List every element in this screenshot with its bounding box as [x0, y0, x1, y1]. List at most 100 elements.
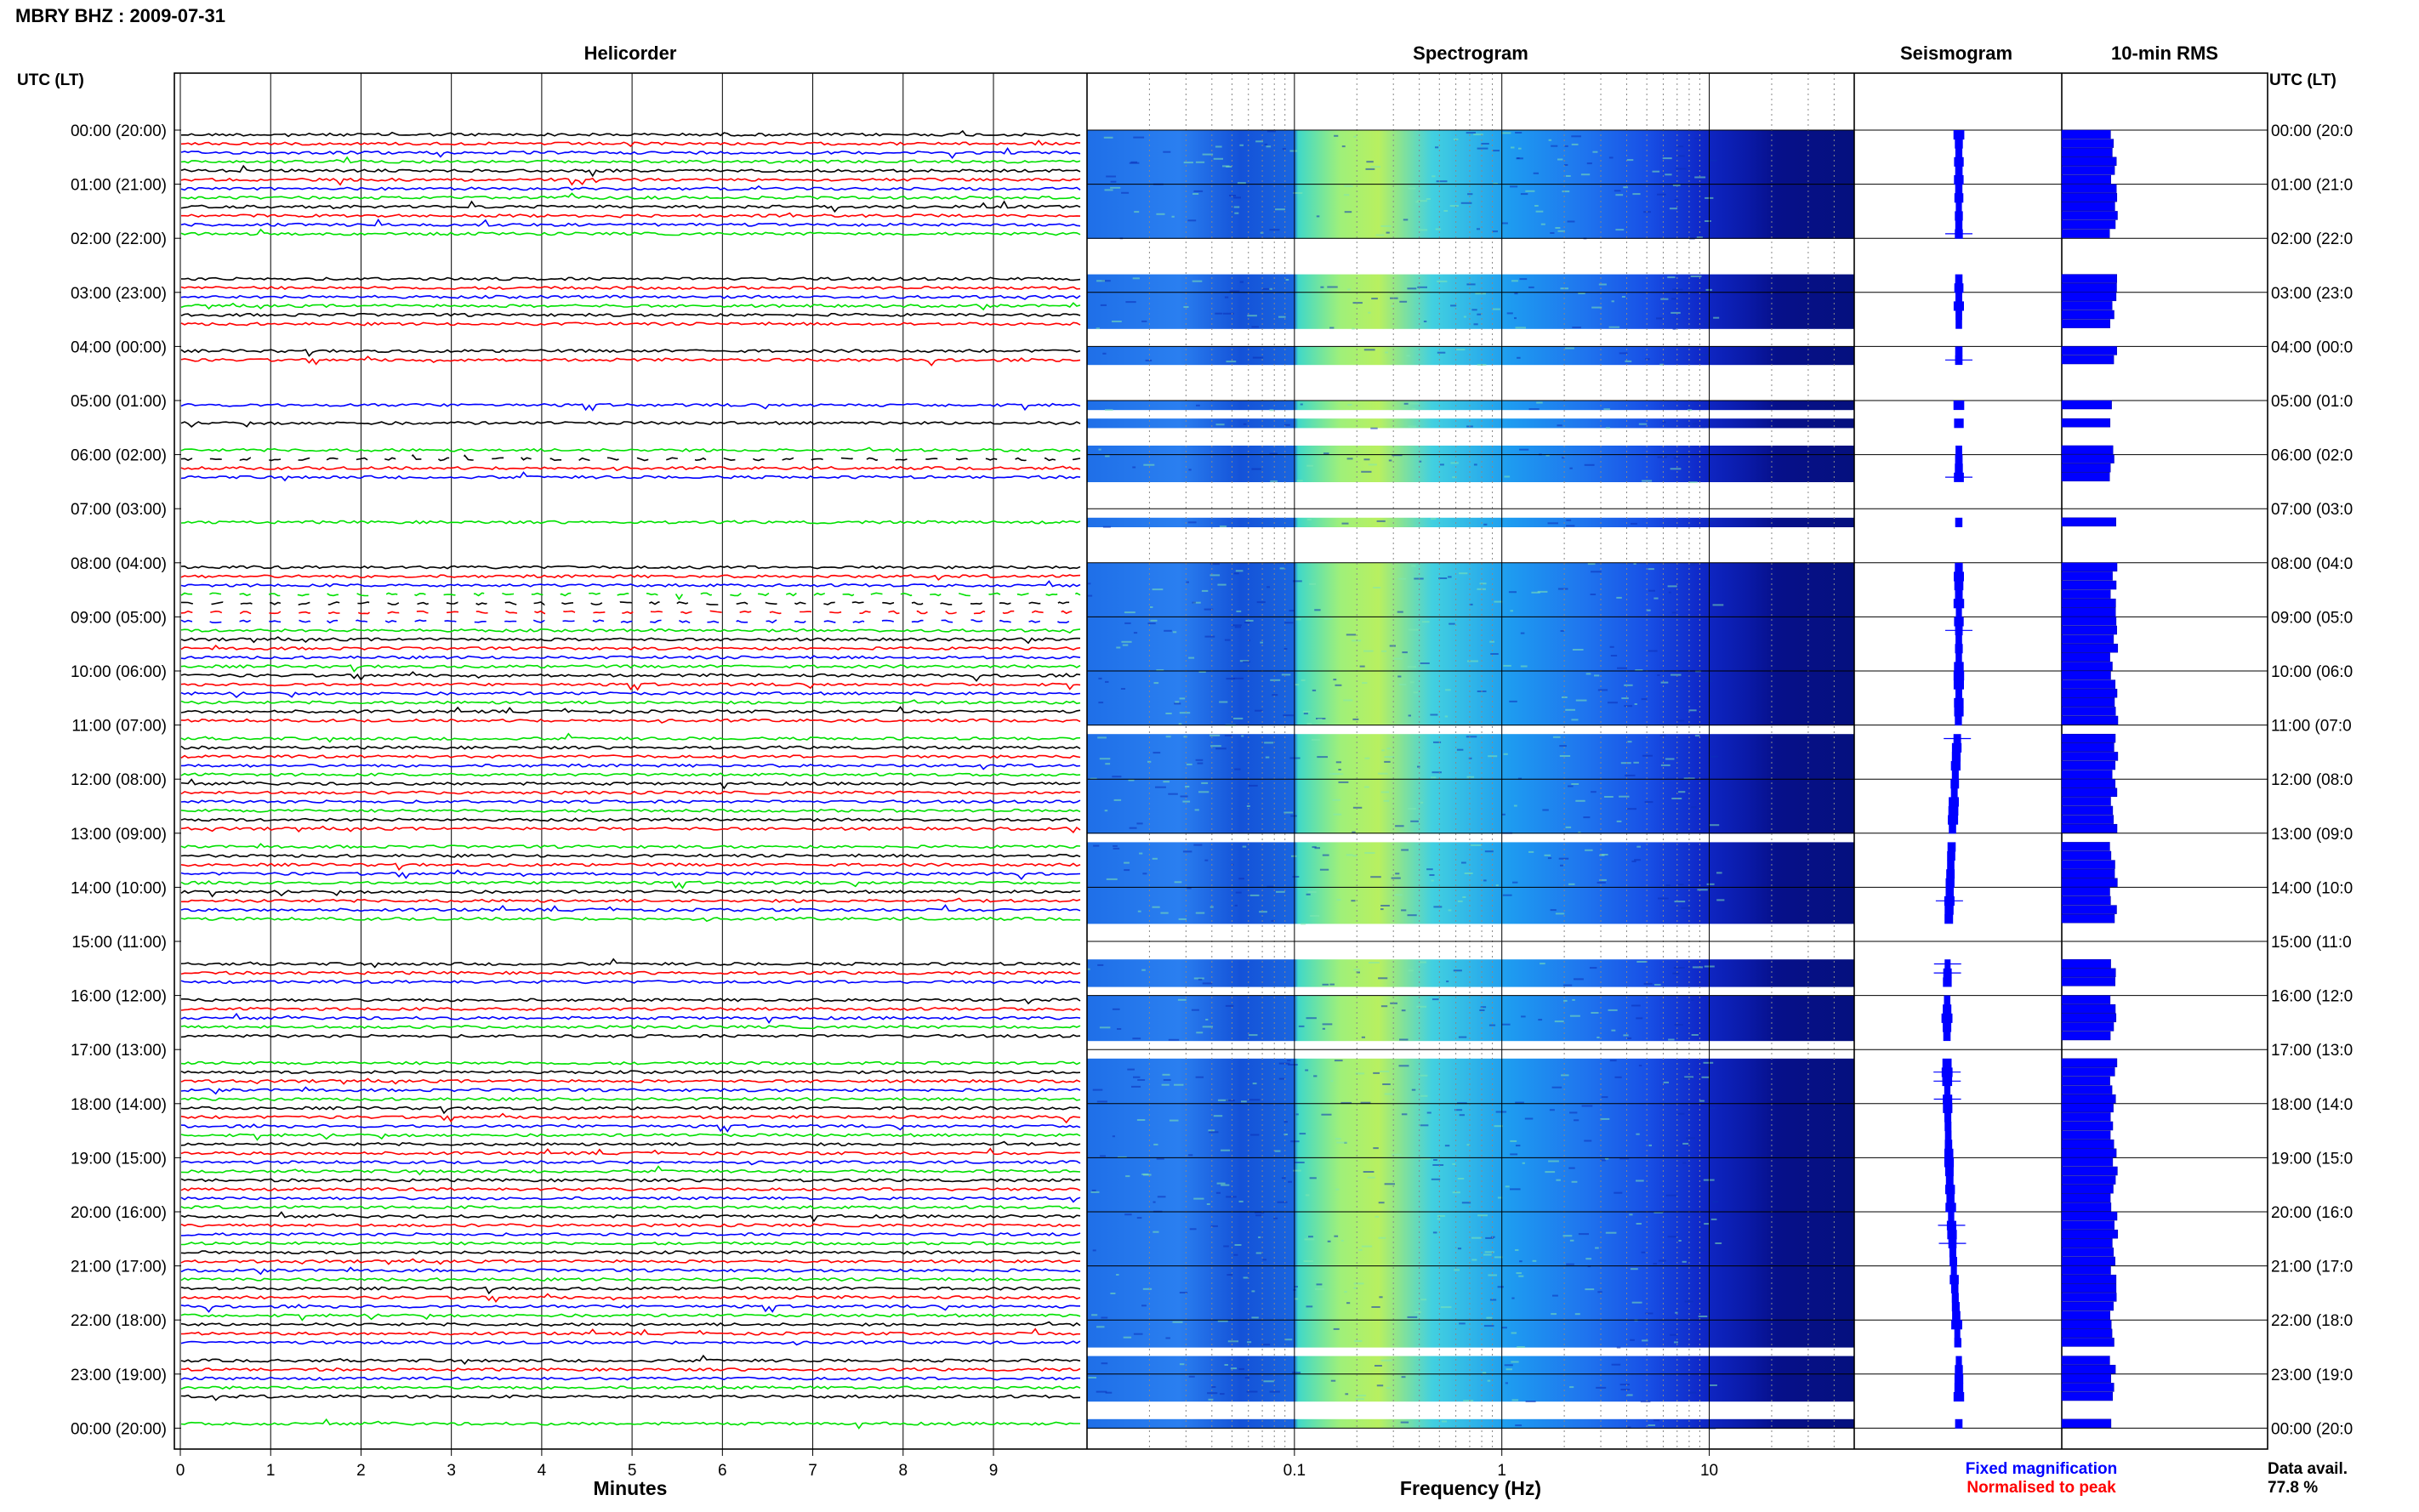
- spectrogram-row: [1087, 346, 1854, 356]
- spectrogram-noise: [1672, 327, 1676, 330]
- spectrogram-noise: [1591, 571, 1602, 573]
- spectrogram-noise: [1202, 982, 1213, 985]
- spectrogram-noise: [1674, 199, 1679, 202]
- spectrogram-noise: [1314, 1288, 1325, 1290]
- helicorder-trace: [180, 185, 1081, 191]
- spectrogram-noise: [1283, 811, 1294, 814]
- spectrogram-noise: [1473, 323, 1478, 326]
- seismogram-segment: [1955, 166, 1963, 176]
- spectrogram-noise: [1087, 968, 1090, 970]
- time-label-right: 21:00 (17:0: [2271, 1259, 2353, 1276]
- spectrogram-noise: [1224, 639, 1231, 641]
- spectrogram-noise: [1569, 1111, 1578, 1114]
- spectrogram-noise: [1486, 1316, 1493, 1319]
- spectrogram-noise: [1625, 774, 1636, 776]
- spectrogram-noise: [1516, 1272, 1522, 1275]
- spectrogram-noise: [1690, 276, 1702, 277]
- rms-bar: [2061, 742, 2114, 753]
- helicorder-trace: [180, 1106, 1081, 1115]
- seismogram-segment: [1950, 1283, 1959, 1293]
- spectrogram-noise: [1252, 1083, 1257, 1085]
- spectrogram-noise: [1665, 173, 1672, 176]
- spectrogram-noise: [1574, 978, 1584, 981]
- spectrogram-noise: [1488, 1024, 1496, 1026]
- spectrogram-noise: [1152, 906, 1160, 908]
- spectrogram-noise: [1459, 1322, 1466, 1325]
- spectrogram-noise: [1308, 1236, 1313, 1238]
- spectrogram-noise: [1220, 1393, 1225, 1395]
- spectrogram-noise: [1667, 1236, 1677, 1238]
- spectrogram-noise: [1153, 752, 1161, 754]
- spectrogram-noise: [1127, 1068, 1135, 1071]
- spectrogram-noise: [1174, 1083, 1184, 1086]
- spectrogram-noise: [1391, 877, 1401, 879]
- spectrogram-noise: [1402, 651, 1408, 654]
- spectrogram-noise: [1532, 1259, 1537, 1262]
- spectrogram-noise: [1547, 522, 1558, 525]
- spectrogram-noise: [1420, 1094, 1428, 1097]
- spectrogram-noise: [1096, 1326, 1105, 1328]
- spectrogram-noise: [1195, 161, 1205, 163]
- spectrogram-noise: [1320, 286, 1324, 288]
- helicorder-trace: [180, 200, 1081, 213]
- spectrogram-noise: [1169, 1119, 1179, 1122]
- spectrogram-noise: [1663, 1081, 1669, 1083]
- seismogram-segment: [1948, 815, 1959, 825]
- helicorder-trace: [180, 1367, 1081, 1373]
- spectrogram-noise: [1186, 581, 1189, 583]
- rms-bar: [2061, 571, 2113, 581]
- helicorder-tick-label: 1: [266, 1462, 276, 1480]
- spectrogram-row: [1087, 815, 1854, 825]
- spectrogram-noise: [1408, 425, 1417, 428]
- helicorder-trace: [180, 655, 1081, 660]
- spectrogram-noise: [1432, 1164, 1444, 1166]
- seismogram-segment: [1943, 1032, 1951, 1042]
- helicorder-tick-label: 3: [447, 1462, 456, 1480]
- spectrogram-noise: [1642, 480, 1653, 482]
- spectrogram-noise: [1101, 1316, 1108, 1319]
- spectrogram-noise: [1122, 644, 1129, 646]
- rms-bar: [2061, 1166, 2118, 1176]
- spectrogram-noise: [1234, 212, 1239, 214]
- spectrogram-noise: [1572, 649, 1584, 651]
- time-label-left: 05:00 (01:00): [71, 393, 167, 411]
- spectrogram-noise: [1381, 749, 1385, 752]
- spectrogram-noise: [1178, 723, 1182, 725]
- spectrogram-noise: [1234, 768, 1241, 770]
- spectrogram-noise: [1480, 1006, 1487, 1009]
- spectrogram-noise: [1571, 719, 1579, 721]
- spectrogram-noise: [1104, 810, 1108, 812]
- spectrogram-noise: [1231, 624, 1242, 627]
- spectrogram-noise: [1473, 134, 1483, 136]
- spectrogram-noise: [1103, 136, 1113, 139]
- spectrogram-noise: [1503, 753, 1508, 755]
- spectrogram-noise: [1361, 1036, 1365, 1038]
- spectrogram-noise: [1407, 1316, 1418, 1318]
- spectrogram-noise: [1557, 230, 1565, 232]
- spectrogram-noise: [1431, 998, 1439, 1001]
- spectrogram-noise: [1305, 1069, 1309, 1071]
- spectrogram-noise: [1217, 1099, 1229, 1101]
- time-label-left: 21:00 (17:00): [71, 1259, 167, 1276]
- rms-bar: [2061, 1003, 2116, 1014]
- spectrogram-noise: [1599, 854, 1605, 856]
- seismogram-segment: [1944, 1112, 1952, 1123]
- spectrogram-noise: [1098, 677, 1102, 679]
- spectrogram-noise: [1565, 175, 1571, 177]
- spectrogram-noise: [1408, 714, 1411, 717]
- spectrogram-noise: [1322, 1023, 1333, 1026]
- spectrogram-noise: [1608, 156, 1614, 159]
- rms-bar: [2061, 355, 2114, 365]
- spectrogram-noise: [1640, 1401, 1651, 1403]
- spectrogram-noise: [1347, 288, 1351, 291]
- rms-bar: [2061, 1022, 2114, 1032]
- spectrogram-row: [1087, 202, 1854, 212]
- spectrogram-noise: [1466, 283, 1476, 286]
- spectrogram-noise: [1688, 409, 1693, 412]
- spectrogram-noise: [1093, 844, 1100, 847]
- spectrogram-noise: [1340, 1101, 1352, 1104]
- spectrogram-row: [1087, 401, 1854, 411]
- rms-bar: [2061, 211, 2118, 220]
- spectrogram-noise: [1216, 1182, 1226, 1185]
- spectrogram-noise: [1092, 1249, 1096, 1252]
